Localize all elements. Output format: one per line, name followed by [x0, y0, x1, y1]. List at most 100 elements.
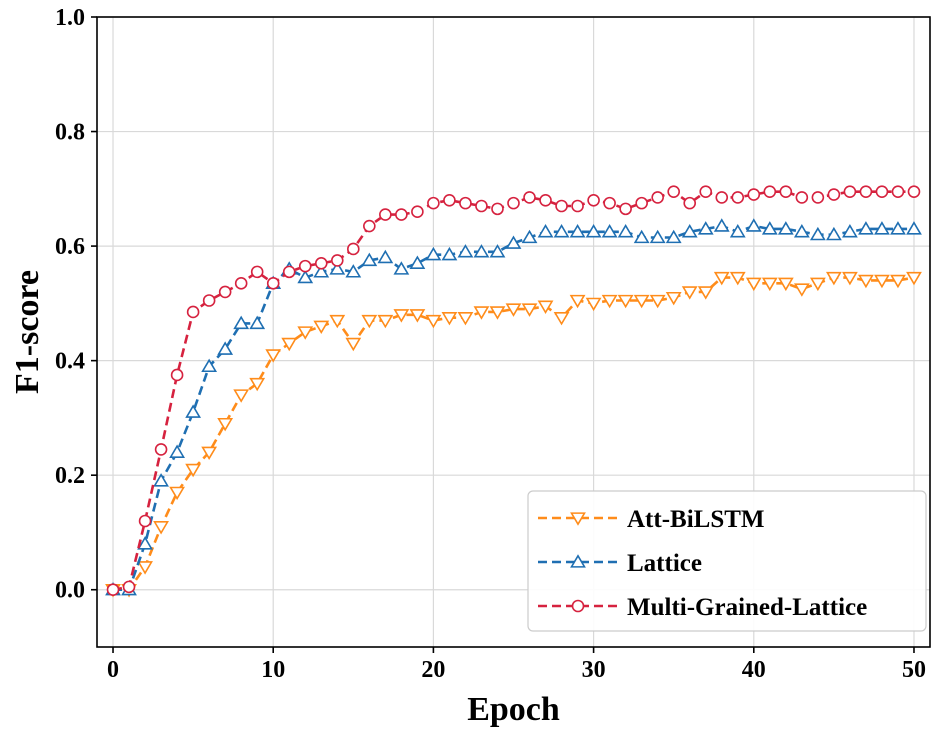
data-point-lattice	[713, 218, 730, 232]
data-point-lattice	[457, 244, 474, 258]
data-point-multi-grained-lattice	[443, 193, 456, 207]
data-point-lattice	[585, 224, 602, 238]
data-point-att-bilstm	[185, 463, 202, 478]
legend-marker-lattice	[570, 554, 586, 568]
data-point-att-bilstm	[906, 271, 922, 286]
data-point-multi-grained-lattice	[347, 242, 360, 256]
data-point-lattice	[842, 224, 858, 238]
data-point-multi-grained-lattice	[571, 199, 584, 213]
data-point-att-bilstm	[569, 294, 586, 309]
data-point-lattice	[489, 244, 506, 258]
data-point-multi-grained-lattice	[330, 254, 344, 267]
data-point-lattice	[233, 315, 250, 330]
data-point-att-bilstm	[793, 283, 810, 297]
x-tick-label: 0	[107, 657, 119, 683]
data-point-lattice	[201, 358, 218, 373]
data-point-att-bilstm	[393, 309, 410, 323]
data-point-lattice	[345, 264, 362, 278]
y-tick-label: 0.6	[55, 234, 85, 260]
legend-label: Multi-Grained-Lattice	[627, 594, 867, 621]
plot-frame	[96, 16, 931, 648]
legend-item-lattice: Lattice	[538, 550, 702, 577]
data-point-lattice	[633, 229, 650, 244]
data-point-multi-grained-lattice	[491, 202, 504, 216]
data-point-att-bilstm	[890, 274, 906, 289]
data-point-multi-grained-lattice	[555, 199, 568, 213]
data-point-lattice	[377, 249, 394, 264]
x-axis-title: Epoch	[467, 691, 560, 728]
data-point-multi-grained-lattice	[539, 193, 552, 207]
legend-label: Lattice	[627, 550, 702, 577]
legend-marker-multi-grained-lattice	[571, 599, 585, 613]
data-point-lattice	[361, 252, 378, 267]
data-point-att-bilstm	[553, 312, 570, 326]
data-point-lattice	[425, 246, 442, 261]
data-point-multi-grained-lattice	[475, 199, 488, 213]
data-point-multi-grained-lattice	[699, 185, 713, 198]
data-point-multi-grained-lattice	[907, 185, 921, 198]
data-point-lattice	[681, 224, 698, 238]
data-point-lattice	[521, 229, 538, 244]
data-point-att-bilstm	[489, 306, 506, 320]
y-tick-label: 0.4	[55, 349, 85, 375]
data-point-multi-grained-lattice	[827, 188, 841, 201]
data-point-multi-grained-lattice	[651, 191, 664, 204]
data-point-lattice	[809, 226, 826, 241]
data-point-lattice	[601, 224, 618, 238]
data-point-lattice	[137, 536, 153, 550]
data-point-multi-grained-lattice	[250, 265, 264, 279]
data-point-multi-grained-lattice	[763, 185, 777, 198]
data-point-att-bilstm	[665, 291, 682, 306]
data-point-att-bilstm	[137, 561, 153, 575]
data-point-att-bilstm	[585, 297, 602, 312]
data-point-multi-grained-lattice	[411, 205, 424, 219]
x-tick-label: 20	[421, 657, 445, 683]
data-point-lattice	[906, 221, 922, 235]
data-point-att-bilstm	[281, 337, 298, 352]
data-point-att-bilstm	[153, 521, 169, 535]
data-point-multi-grained-lattice	[587, 193, 600, 207]
data-point-lattice	[569, 224, 586, 238]
data-point-att-bilstm	[249, 377, 266, 392]
data-point-multi-grained-lattice	[603, 196, 616, 210]
data-point-lattice	[441, 246, 458, 261]
data-point-att-bilstm	[777, 277, 794, 292]
data-point-multi-grained-lattice	[427, 196, 440, 210]
data-point-lattice	[745, 218, 762, 232]
data-point-att-bilstm	[825, 271, 842, 286]
x-tick-label: 30	[582, 657, 606, 683]
data-point-lattice	[777, 221, 794, 235]
data-point-multi-grained-lattice	[122, 580, 136, 594]
data-point-multi-grained-lattice	[298, 259, 312, 273]
y-tick-label: 0.2	[55, 463, 85, 489]
x-tick-label: 40	[742, 657, 766, 683]
data-point-multi-grained-lattice	[859, 185, 873, 198]
data-point-att-bilstm	[233, 389, 250, 403]
data-point-lattice	[249, 315, 266, 330]
data-point-att-bilstm	[729, 271, 746, 286]
data-point-multi-grained-lattice	[186, 305, 200, 319]
data-point-multi-grained-lattice	[379, 208, 392, 221]
data-point-att-bilstm	[761, 277, 778, 292]
data-point-multi-grained-lattice	[218, 285, 232, 299]
data-point-att-bilstm	[745, 277, 762, 292]
data-point-att-bilstm	[617, 294, 634, 309]
data-point-att-bilstm	[601, 294, 618, 309]
data-point-multi-grained-lattice	[875, 185, 889, 198]
data-point-multi-grained-lattice	[715, 191, 729, 204]
data-point-multi-grained-lattice	[507, 196, 520, 210]
data-point-lattice	[665, 229, 682, 244]
data-point-att-bilstm	[505, 303, 522, 317]
data-point-lattice	[858, 221, 874, 235]
series-line-att-bilstm	[113, 276, 915, 592]
series-att-bilstm	[105, 271, 922, 598]
data-point-att-bilstm	[265, 349, 282, 363]
x-tick-label: 10	[261, 657, 285, 683]
data-point-multi-grained-lattice	[234, 277, 248, 290]
data-point-multi-grained-lattice	[619, 202, 632, 216]
data-point-lattice	[297, 269, 314, 284]
data-point-lattice	[553, 224, 570, 238]
data-point-att-bilstm	[633, 294, 650, 309]
data-point-multi-grained-lattice	[747, 188, 761, 201]
